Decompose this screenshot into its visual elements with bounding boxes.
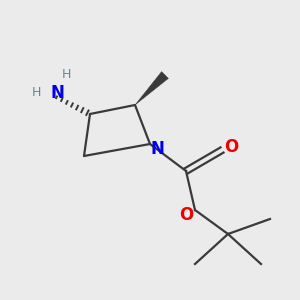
Text: O: O [224,138,238,156]
Text: H: H [31,86,41,100]
Text: N: N [151,140,164,158]
Text: O: O [179,206,193,224]
Text: H: H [61,68,71,82]
Polygon shape [135,72,168,105]
Text: N: N [50,84,64,102]
